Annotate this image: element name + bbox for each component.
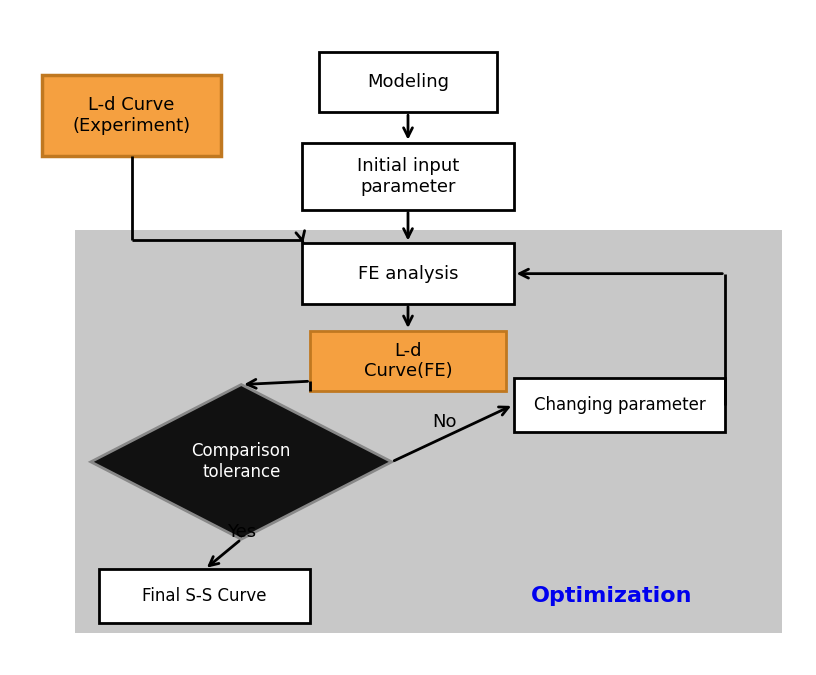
- Text: Initial input
parameter: Initial input parameter: [357, 157, 459, 196]
- Text: No: No: [432, 412, 457, 431]
- Bar: [99, 570, 310, 623]
- Text: Yes: Yes: [227, 523, 256, 541]
- Polygon shape: [91, 385, 392, 539]
- Text: FE analysis: FE analysis: [357, 265, 459, 283]
- Text: Comparison
tolerance: Comparison tolerance: [192, 442, 291, 481]
- Text: L-d
Curve(FE): L-d Curve(FE): [364, 342, 452, 381]
- Text: Optimization: Optimization: [530, 587, 692, 606]
- Bar: [74, 230, 782, 633]
- Text: Modeling: Modeling: [367, 73, 449, 91]
- Text: Changing parameter: Changing parameter: [534, 396, 705, 414]
- Bar: [310, 331, 506, 392]
- Bar: [302, 244, 514, 304]
- Bar: [318, 52, 498, 112]
- Bar: [302, 142, 514, 210]
- Text: L-d Curve
(Experiment): L-d Curve (Experiment): [73, 97, 191, 135]
- Bar: [42, 76, 221, 156]
- Bar: [514, 378, 725, 431]
- Text: Final S-S Curve: Final S-S Curve: [143, 587, 267, 605]
